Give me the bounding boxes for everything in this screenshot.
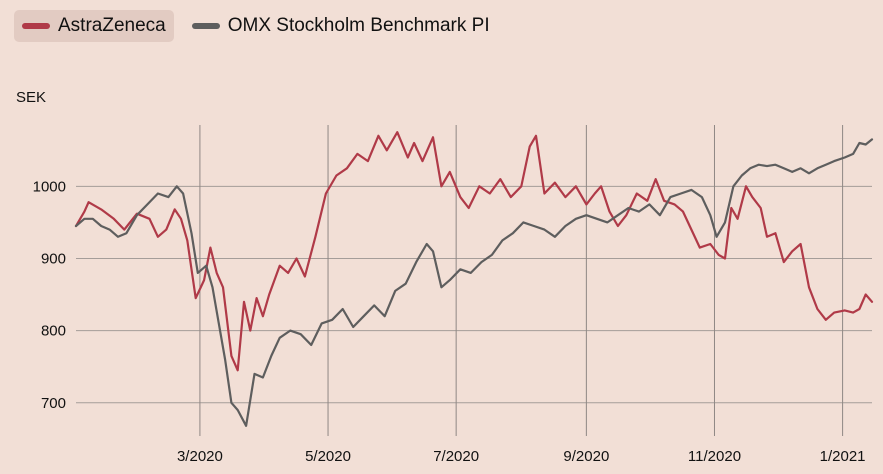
y-tick-label-1000: 1000 xyxy=(33,178,66,195)
legend-item-omx[interactable]: OMX Stockholm Benchmark PI xyxy=(184,10,498,42)
x-tick-label-1: 5/2020 xyxy=(305,448,351,465)
y-tick-label-800: 800 xyxy=(41,323,66,340)
x-tick-label-0: 3/2020 xyxy=(177,448,223,465)
legend-item-astrazeneca[interactable]: AstraZeneca xyxy=(14,10,174,42)
legend-label-omx: OMX Stockholm Benchmark PI xyxy=(227,15,490,36)
x-tick-label-4: 11/2020 xyxy=(688,448,741,465)
y-tick-label-700: 700 xyxy=(41,395,66,412)
legend-swatch-astrazeneca xyxy=(22,23,50,29)
series-line-omx xyxy=(74,138,874,427)
x-tick-label-3: 9/2020 xyxy=(563,448,609,465)
legend-swatch-omx xyxy=(191,23,220,29)
x-tick-label-5: 1/2021 xyxy=(820,448,866,465)
legend-label-astrazeneca: AstraZeneca xyxy=(58,15,166,36)
chart-legend: AstraZeneca OMX Stockholm Benchmark PI xyxy=(14,10,498,42)
y-tick-label-900: 900 xyxy=(41,250,66,267)
y-axis-unit-label: SEK xyxy=(16,89,47,106)
series-line-astrazeneca xyxy=(74,131,874,372)
x-tick-label-2: 7/2020 xyxy=(433,448,479,465)
